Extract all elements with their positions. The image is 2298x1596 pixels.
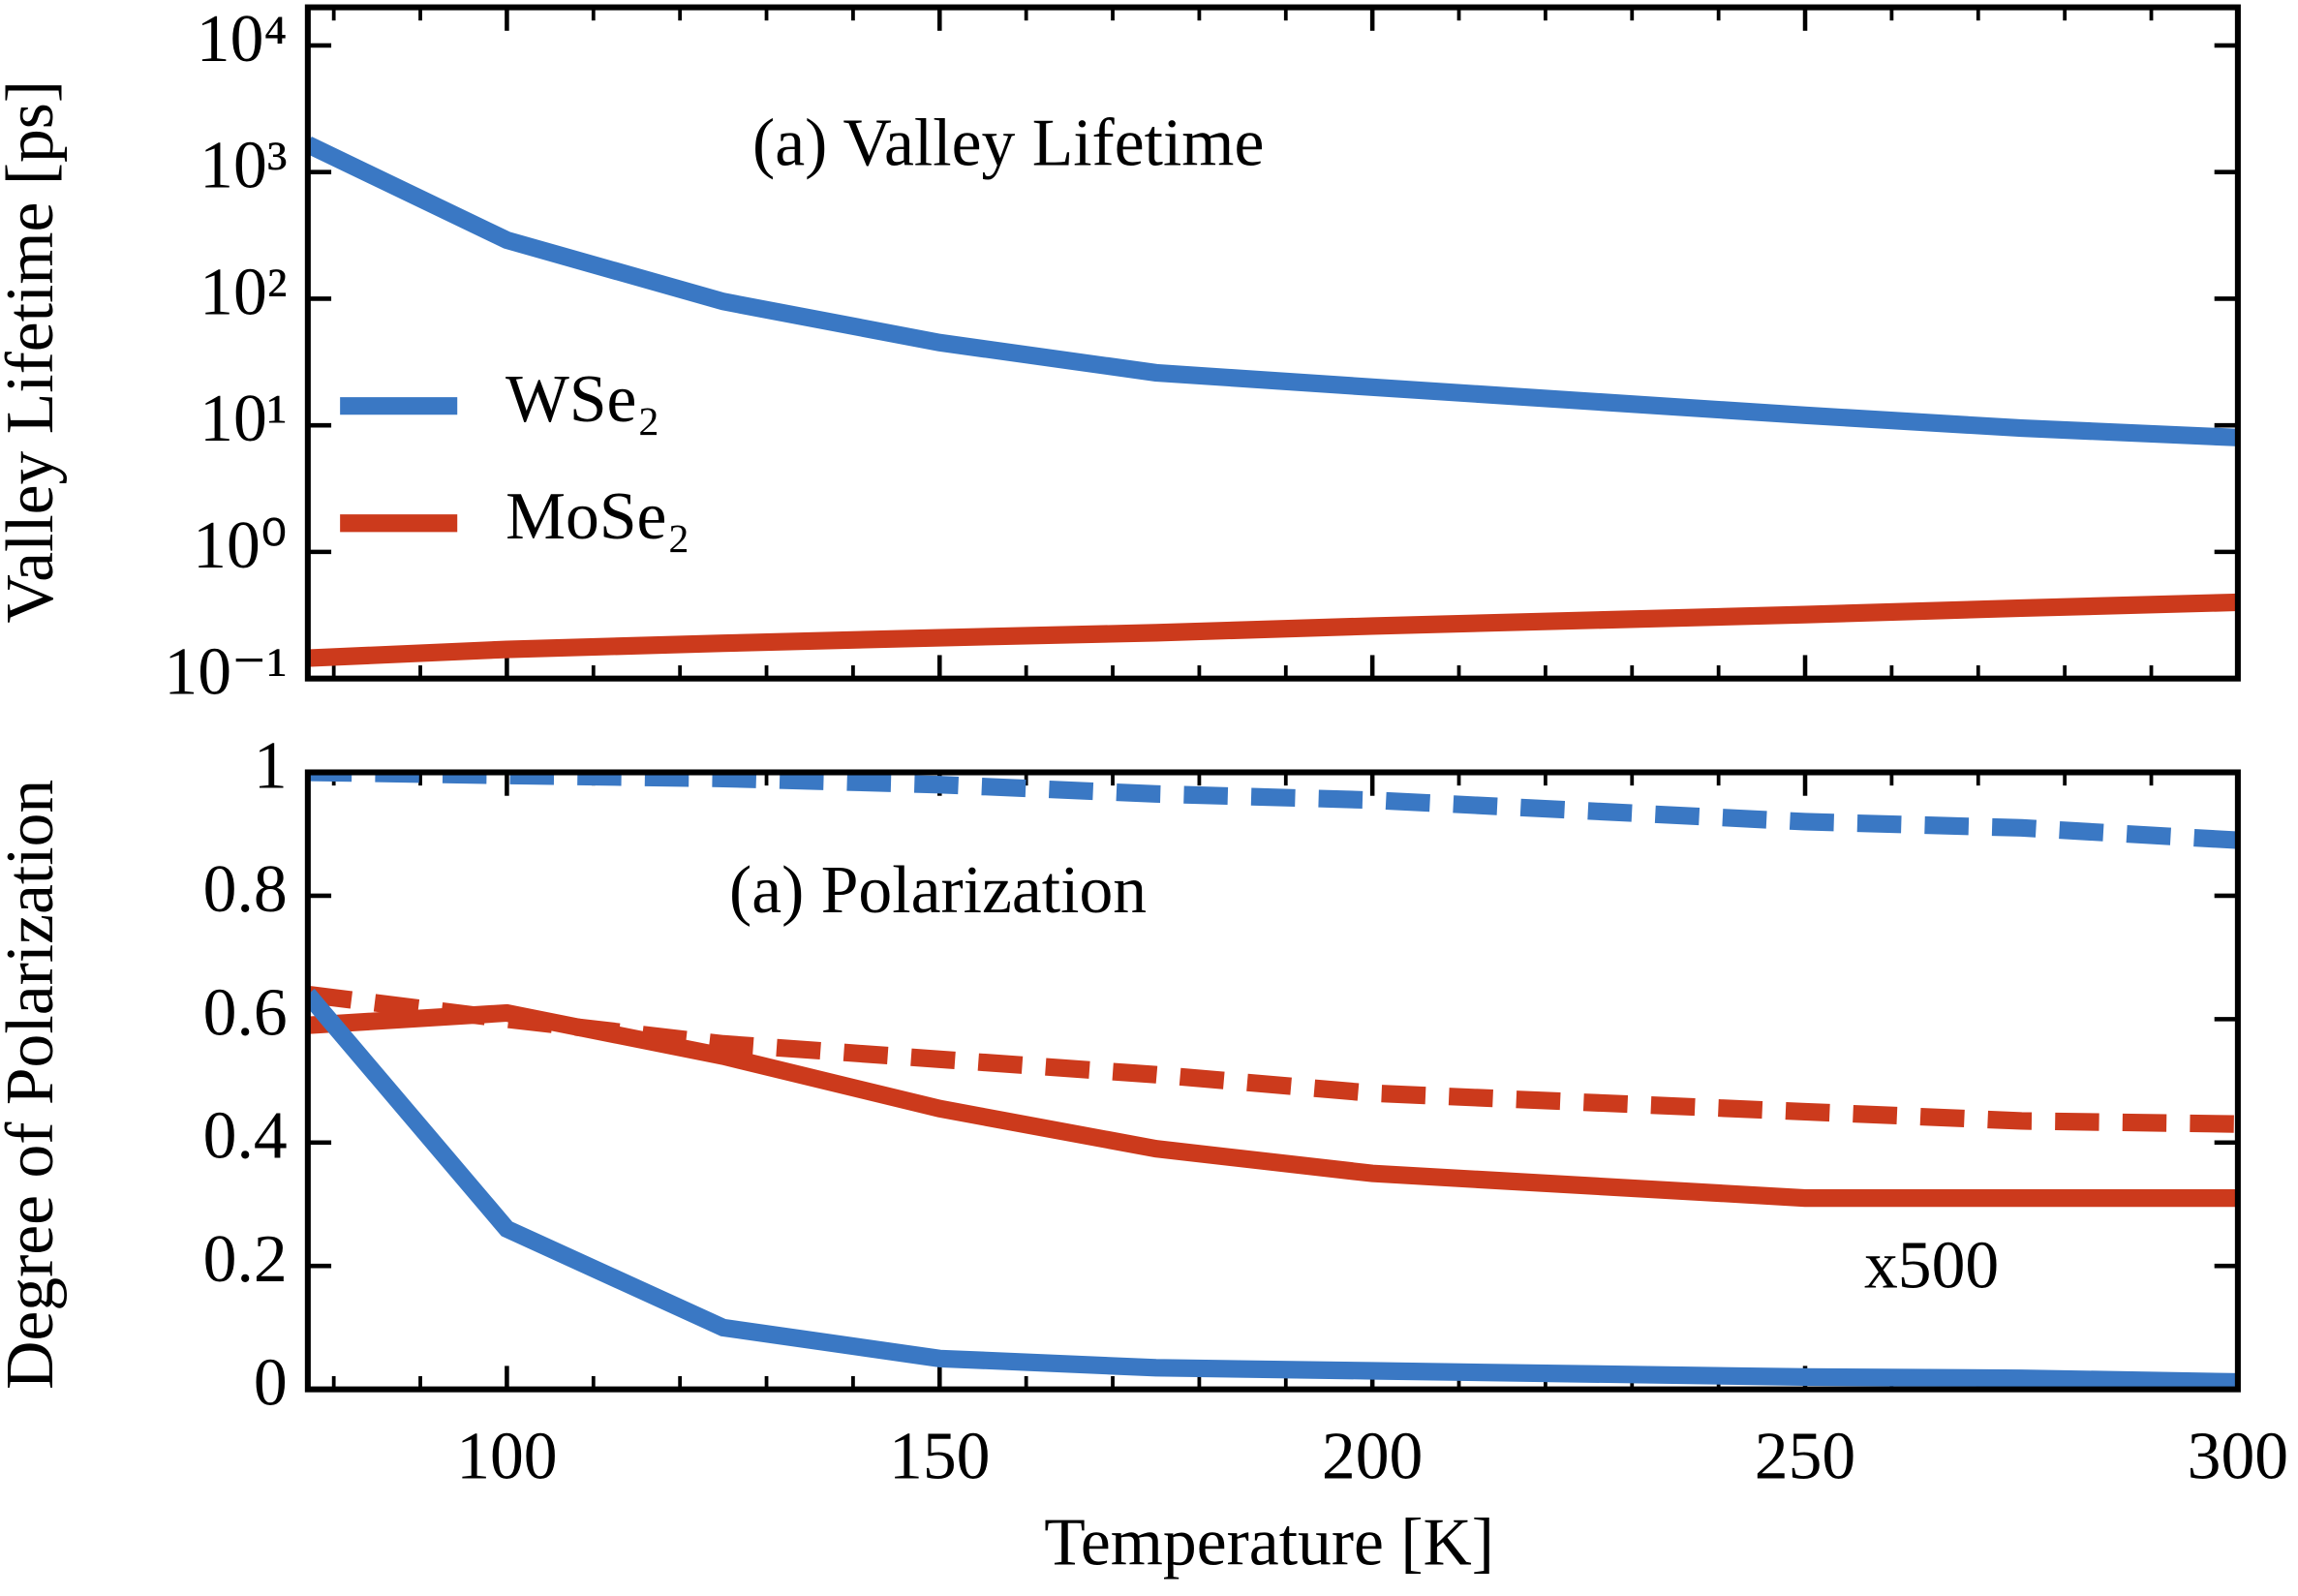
- y-tick-label: 0.2: [203, 1222, 288, 1297]
- y-axis-label: Degree of Polarization: [0, 780, 68, 1390]
- y-tick-label: 0: [254, 1346, 288, 1421]
- x-tick-label: 200: [1322, 1419, 1423, 1493]
- data-line: [307, 988, 2238, 1390]
- legend-label: MoSe₂: [506, 479, 690, 554]
- data-line: [307, 593, 2238, 667]
- y-tick-label: 10⁴: [197, 2, 288, 77]
- x-tick-label: 250: [1755, 1419, 1855, 1493]
- y-tick-label: 1: [254, 728, 288, 803]
- y-tick-label: 10¹: [199, 382, 287, 456]
- x-tick-label: 300: [2188, 1419, 2288, 1493]
- y-tick-label: 10³: [199, 129, 287, 203]
- y-tick-label: 0.6: [203, 975, 288, 1050]
- plot-frame: [304, 769, 2241, 1393]
- data-line: [307, 985, 2238, 1133]
- x-tick-label: 150: [889, 1419, 990, 1493]
- x-axis-label: Temperature [K]: [1044, 1506, 1494, 1581]
- y-tick-label: 0.4: [203, 1099, 288, 1174]
- y-axis-label: Valley Lifetime [ps]: [0, 80, 68, 624]
- y-tick-label: 10⁻¹: [164, 635, 287, 710]
- data-line: [307, 772, 2238, 849]
- annotation: (a) Valley Lifetime: [752, 106, 1264, 180]
- data-line: [307, 1003, 2238, 1208]
- legend-label: WSe₂: [506, 362, 660, 437]
- annotation: x500: [1864, 1229, 1999, 1304]
- annotation: (a) Polarization: [729, 853, 1147, 928]
- plot-frame: [304, 4, 2241, 682]
- y-tick-label: 0.8: [203, 852, 288, 927]
- x-tick-label: 100: [456, 1419, 557, 1493]
- y-tick-label: 10⁰: [193, 508, 288, 583]
- data-line: [307, 137, 2238, 446]
- y-tick-label: 10²: [199, 255, 287, 329]
